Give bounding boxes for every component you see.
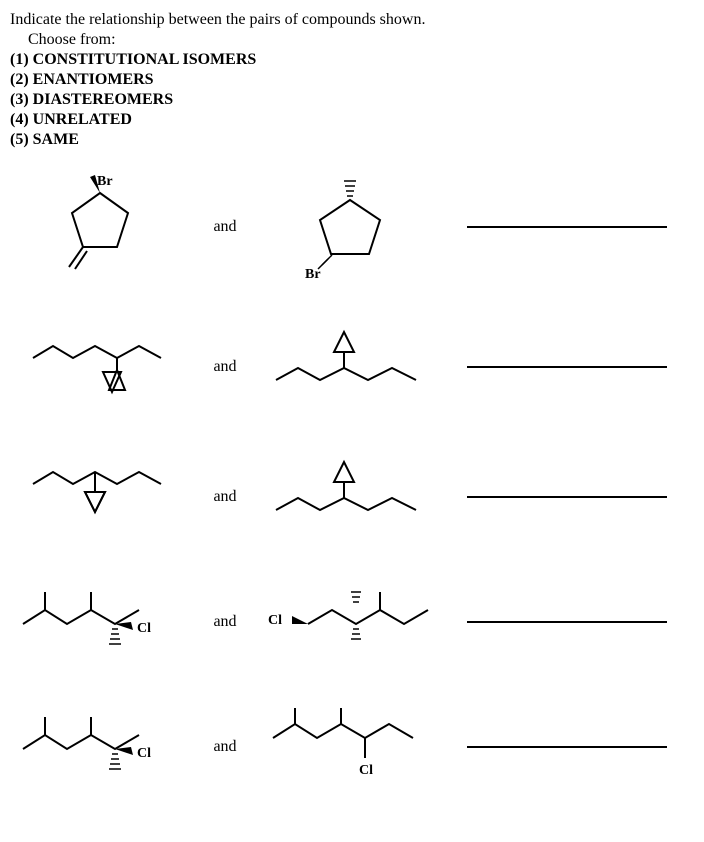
answer-line-1[interactable] <box>467 226 667 228</box>
structure-2b <box>270 322 430 412</box>
pair-row-4: Cl and <box>10 582 694 662</box>
structure-4b: Cl <box>260 582 440 662</box>
cl-label-5b: Cl <box>359 763 373 778</box>
option-1: (1) CONSTITUTIONAL ISOMERS <box>10 50 694 70</box>
structure-5a: Cl <box>15 707 185 787</box>
and-label-2: and <box>190 358 260 376</box>
answer-line-3[interactable] <box>467 496 667 498</box>
option-2: (2) ENANTIOMERS <box>10 70 694 90</box>
answer-line-2[interactable] <box>467 366 667 368</box>
option-4: (4) UNRELATED <box>10 110 694 130</box>
and-label-1: and <box>190 218 260 236</box>
structure-1a: Br <box>45 175 155 280</box>
pair-row-3: and <box>10 452 694 542</box>
cl-label-4b: Cl <box>268 613 282 628</box>
and-label-4: and <box>190 613 260 631</box>
option-5: (5) SAME <box>10 130 694 150</box>
question-text: Indicate the relationship between the pa… <box>10 10 694 30</box>
structure-4a: Cl <box>15 582 185 662</box>
cl-label-4a: Cl <box>137 621 151 636</box>
cl-label-5a: Cl <box>137 746 151 761</box>
and-label-5: and <box>190 738 260 756</box>
structure-3b <box>270 452 430 542</box>
structure-1b: Br <box>295 172 405 282</box>
and-label-3: and <box>190 488 260 506</box>
br-label-2: Br <box>305 267 321 282</box>
structure-5b: Cl <box>265 702 435 792</box>
answer-line-5[interactable] <box>467 746 667 748</box>
structure-2a <box>25 322 175 412</box>
choose-text: Choose from: <box>10 30 694 50</box>
option-3: (3) DIASTEREOMERS <box>10 90 694 110</box>
answer-line-4[interactable] <box>467 621 667 623</box>
pair-row-2: and <box>10 322 694 412</box>
pair-row-5: Cl and Cl <box>10 702 694 792</box>
br-label: Br <box>97 175 113 189</box>
structure-3a <box>25 452 175 542</box>
pair-row-1: Br and <box>10 172 694 282</box>
